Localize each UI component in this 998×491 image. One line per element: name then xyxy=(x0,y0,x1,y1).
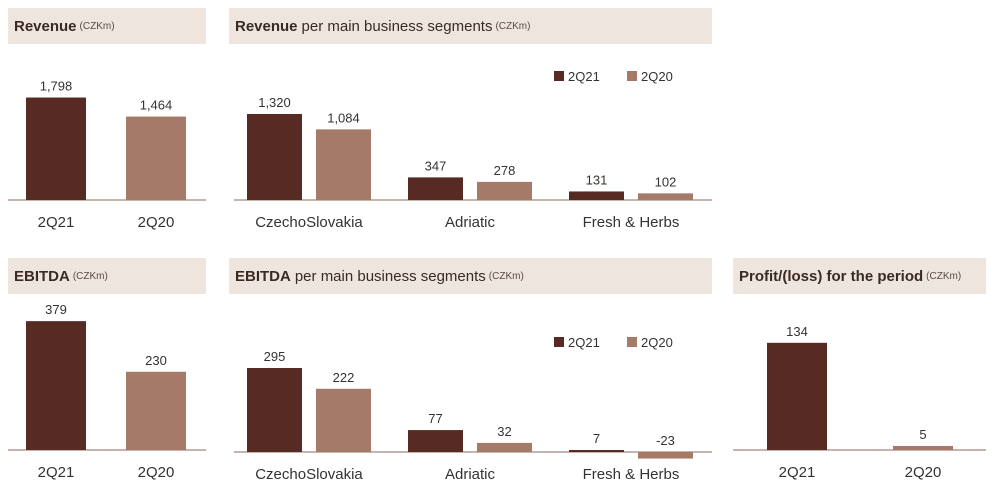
ebitda-segments-title-rest: per main business segments xyxy=(294,267,486,285)
bar-ebitda_segments-1-1 xyxy=(477,442,532,452)
data-label-revenue_segments-2-1: 102 xyxy=(655,174,677,189)
data-label-ebitda-0: 379 xyxy=(45,302,67,317)
legend-label-revenue_segments-0: 2Q21 xyxy=(568,69,600,84)
legend-swatch-revenue_segments-1 xyxy=(627,71,637,81)
bar-revenue-1 xyxy=(126,116,186,200)
revenue-chart: 1,798 2Q21 1,464 2Q20 xyxy=(8,79,206,231)
profit-chart: 134 2Q21 5 2Q20 xyxy=(733,324,986,481)
revenue-header: Revenue (CZKm) xyxy=(8,8,206,44)
category-label-revenue_segments-1: Adriatic xyxy=(445,214,496,231)
revenue-segments-unit: (CZKm) xyxy=(495,20,531,32)
bar-ebitda-0 xyxy=(26,321,86,450)
bar-revenue_segments-0-0 xyxy=(247,114,302,200)
legend-label-ebitda_segments-1: 2Q20 xyxy=(641,335,673,350)
profit-unit: (CZKm) xyxy=(926,270,962,282)
revenue-unit: (CZKm) xyxy=(79,20,115,32)
data-label-ebitda_segments-2-0: 7 xyxy=(593,431,600,446)
revenue-panel: Revenue (CZKm) 1,798 2Q21 1,464 2Q20 xyxy=(8,8,206,238)
data-label-ebitda_segments-1-1: 32 xyxy=(497,424,511,439)
data-label-revenue-1: 1,464 xyxy=(140,98,173,113)
legend-swatch-ebitda_segments-0 xyxy=(554,337,564,347)
bar-revenue_segments-0-1 xyxy=(316,129,371,200)
data-label-revenue_segments-1-0: 347 xyxy=(425,158,447,173)
ebitda-segments-unit: (CZKm) xyxy=(488,270,524,282)
bar-revenue_segments-1-0 xyxy=(408,177,463,200)
revenue-segments-title-bold: Revenue xyxy=(235,17,298,35)
data-label-ebitda_segments-0-0: 295 xyxy=(264,349,286,364)
data-label-ebitda-1: 230 xyxy=(145,353,167,368)
category-label-revenue_segments-2: Fresh & Herbs xyxy=(583,214,680,231)
bar-profit-1 xyxy=(893,446,953,450)
data-label-revenue_segments-0-1: 1,084 xyxy=(327,110,360,125)
data-label-ebitda_segments-1-0: 77 xyxy=(428,411,442,426)
category-label-ebitda-0: 2Q21 xyxy=(38,464,75,481)
data-label-profit-0: 134 xyxy=(786,324,808,339)
ebitda-panel: EBITDA (CZKm) 379 2Q21 230 2Q20 xyxy=(8,258,206,488)
revenue-segments-title-rest: per main business segments xyxy=(301,17,493,35)
profit-title: Profit/(loss) for the period xyxy=(739,267,924,285)
data-label-ebitda_segments-2-1: -23 xyxy=(656,433,675,448)
revenue-segments-header: Revenue per main business segments (CZKm… xyxy=(229,8,712,44)
ebitda-segments-header: EBITDA per main business segments (CZKm) xyxy=(229,258,712,294)
data-label-profit-1: 5 xyxy=(919,427,926,442)
legend-label-revenue_segments-1: 2Q20 xyxy=(641,69,673,84)
legend-swatch-revenue_segments-0 xyxy=(554,71,564,81)
ebitda-header: EBITDA (CZKm) xyxy=(8,258,206,294)
category-label-profit-1: 2Q20 xyxy=(905,464,942,481)
bar-ebitda_segments-1-0 xyxy=(408,430,463,452)
ebitda-unit: (CZKm) xyxy=(72,270,108,282)
bar-revenue-0 xyxy=(26,97,86,200)
bar-revenue_segments-1-1 xyxy=(477,181,532,200)
data-label-revenue-0: 1,798 xyxy=(40,79,73,94)
bar-profit-0 xyxy=(767,342,827,450)
bar-ebitda_segments-0-1 xyxy=(316,388,371,452)
bar-revenue_segments-2-1 xyxy=(638,193,693,200)
bar-ebitda_segments-2-1 xyxy=(638,452,693,459)
category-label-revenue-1: 2Q20 xyxy=(138,214,175,231)
category-label-ebitda_segments-0: CzechoSlovakia xyxy=(255,466,363,483)
bar-revenue_segments-2-0 xyxy=(569,191,624,200)
bar-ebitda_segments-2-0 xyxy=(569,450,624,452)
revenue-segments-chart: 2Q21 2Q20 1,320 1,084 CzechoSlovakia 347 278 Ad… xyxy=(234,69,712,231)
data-label-revenue_segments-0-0: 1,320 xyxy=(258,95,291,110)
legend-swatch-ebitda_segments-1 xyxy=(627,337,637,347)
legend-label-ebitda_segments-0: 2Q21 xyxy=(568,335,600,350)
ebitda-title: EBITDA xyxy=(14,267,70,285)
ebitda-segments-title-bold: EBITDA xyxy=(235,267,291,285)
category-label-revenue_segments-0: CzechoSlovakia xyxy=(255,214,363,231)
bar-ebitda-1 xyxy=(126,371,186,450)
data-label-revenue_segments-1-1: 278 xyxy=(494,163,516,178)
ebitda-segments-chart: 2Q21 2Q20 295 222 CzechoSlovakia 77 32 Adriatic… xyxy=(234,335,712,483)
data-label-ebitda_segments-0-1: 222 xyxy=(333,370,355,385)
profit-panel: Profit/(loss) for the period (CZKm) 134 2… xyxy=(733,258,986,488)
profit-header: Profit/(loss) for the period (CZKm) xyxy=(733,258,986,294)
revenue-title: Revenue xyxy=(14,17,77,35)
bar-ebitda_segments-0-0 xyxy=(247,368,302,452)
category-label-profit-0: 2Q21 xyxy=(779,464,816,481)
data-label-revenue_segments-2-0: 131 xyxy=(586,172,608,187)
ebitda-chart: 379 2Q21 230 2Q20 xyxy=(8,302,206,481)
ebitda-segments-panel: EBITDA per main business segments (CZKm)… xyxy=(229,258,712,488)
category-label-ebitda-1: 2Q20 xyxy=(138,464,175,481)
category-label-revenue-0: 2Q21 xyxy=(38,214,75,231)
revenue-segments-panel: Revenue per main business segments (CZKm… xyxy=(229,8,712,238)
category-label-ebitda_segments-2: Fresh & Herbs xyxy=(583,466,680,483)
category-label-ebitda_segments-1: Adriatic xyxy=(445,466,496,483)
